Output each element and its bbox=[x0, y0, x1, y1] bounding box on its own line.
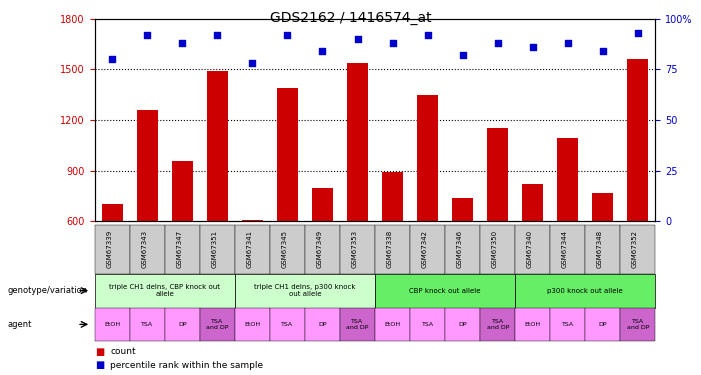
Text: TSA: TSA bbox=[281, 322, 294, 327]
Text: TSA
and DP: TSA and DP bbox=[206, 319, 229, 330]
Text: EtOH: EtOH bbox=[244, 322, 261, 327]
Point bbox=[527, 44, 538, 50]
Text: GSM67353: GSM67353 bbox=[351, 230, 358, 268]
Text: EtOH: EtOH bbox=[384, 322, 401, 327]
Text: count: count bbox=[110, 347, 136, 356]
Text: GSM67352: GSM67352 bbox=[632, 230, 638, 268]
Bar bbox=[312, 188, 333, 221]
Bar bbox=[452, 198, 473, 221]
Point bbox=[352, 36, 363, 42]
Bar bbox=[627, 59, 648, 221]
Text: DP: DP bbox=[318, 322, 327, 327]
Bar bbox=[242, 220, 263, 221]
Text: GSM67351: GSM67351 bbox=[211, 230, 217, 268]
Bar bbox=[487, 128, 508, 221]
Point bbox=[317, 48, 328, 54]
Point bbox=[107, 56, 118, 62]
Text: percentile rank within the sample: percentile rank within the sample bbox=[110, 361, 263, 370]
Point bbox=[282, 32, 293, 38]
Bar bbox=[592, 193, 613, 221]
Text: ■: ■ bbox=[95, 360, 104, 370]
Bar bbox=[347, 63, 368, 221]
Text: TSA
and DP: TSA and DP bbox=[627, 319, 649, 330]
Text: GSM67342: GSM67342 bbox=[421, 230, 428, 268]
Bar bbox=[102, 204, 123, 221]
Text: TSA: TSA bbox=[562, 322, 574, 327]
Point bbox=[177, 40, 188, 46]
Text: CBP knock out allele: CBP knock out allele bbox=[409, 288, 481, 294]
Point bbox=[422, 32, 433, 38]
Text: TSA: TSA bbox=[141, 322, 154, 327]
Bar bbox=[417, 95, 438, 221]
Text: ■: ■ bbox=[95, 347, 104, 357]
Text: triple CH1 delns, p300 knock
out allele: triple CH1 delns, p300 knock out allele bbox=[254, 284, 355, 297]
Point bbox=[492, 40, 503, 46]
Text: agent: agent bbox=[7, 320, 32, 329]
Point bbox=[632, 30, 644, 36]
Text: GSM67345: GSM67345 bbox=[281, 230, 287, 268]
Bar bbox=[382, 172, 403, 221]
Text: TSA
and DP: TSA and DP bbox=[486, 319, 509, 330]
Text: TSA: TSA bbox=[421, 322, 434, 327]
Text: GSM67348: GSM67348 bbox=[597, 230, 603, 268]
Text: GSM67340: GSM67340 bbox=[526, 230, 533, 268]
Text: GSM67347: GSM67347 bbox=[176, 230, 182, 268]
Text: triple CH1 delns, CBP knock out
allele: triple CH1 delns, CBP knock out allele bbox=[109, 284, 220, 297]
Text: DP: DP bbox=[599, 322, 607, 327]
Text: GSM67343: GSM67343 bbox=[141, 230, 147, 268]
Point bbox=[562, 40, 573, 46]
Text: EtOH: EtOH bbox=[104, 322, 121, 327]
Point bbox=[457, 52, 468, 58]
Text: GSM67349: GSM67349 bbox=[316, 230, 322, 268]
Point bbox=[597, 48, 608, 54]
Bar bbox=[137, 110, 158, 221]
Bar bbox=[207, 71, 228, 221]
Bar bbox=[277, 88, 298, 221]
Text: DP: DP bbox=[458, 322, 467, 327]
Bar bbox=[522, 184, 543, 221]
Text: GDS2162 / 1416574_at: GDS2162 / 1416574_at bbox=[270, 11, 431, 25]
Point bbox=[387, 40, 398, 46]
Text: GSM67339: GSM67339 bbox=[106, 230, 112, 268]
Text: GSM67346: GSM67346 bbox=[456, 230, 463, 268]
Bar bbox=[557, 138, 578, 221]
Text: GSM67344: GSM67344 bbox=[562, 230, 568, 268]
Text: GSM67350: GSM67350 bbox=[491, 230, 498, 268]
Text: EtOH: EtOH bbox=[524, 322, 541, 327]
Text: p300 knock out allele: p300 knock out allele bbox=[547, 288, 623, 294]
Text: GSM67338: GSM67338 bbox=[386, 230, 393, 268]
Point bbox=[212, 32, 223, 38]
Text: DP: DP bbox=[178, 322, 186, 327]
Bar bbox=[172, 160, 193, 221]
Point bbox=[142, 32, 153, 38]
Text: GSM67341: GSM67341 bbox=[246, 230, 252, 268]
Text: TSA
and DP: TSA and DP bbox=[346, 319, 369, 330]
Text: genotype/variation: genotype/variation bbox=[7, 286, 87, 295]
Point bbox=[247, 60, 258, 66]
